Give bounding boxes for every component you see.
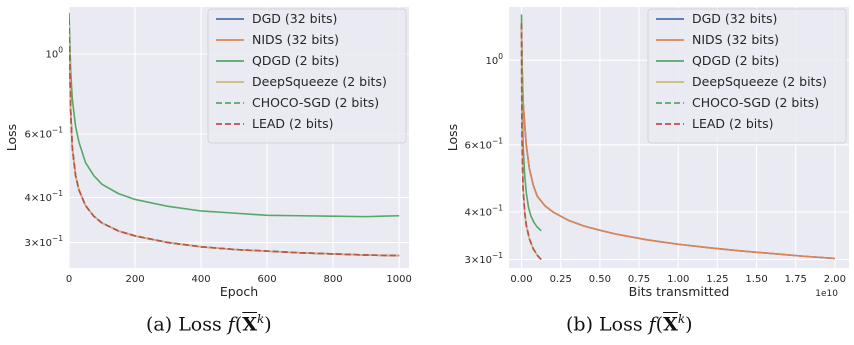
legend: DGD (32 bits) NIDS (32 bits) QDGD (2 bits)…: [207, 8, 407, 144]
caption-b: (b) Loss f(Xk): [566, 312, 693, 336]
y-tick-label: 4×10−1: [24, 189, 63, 204]
legend-entry: CHOCO-SGD (2 bits): [692, 95, 819, 110]
legend-entry: CHOCO-SGD (2 bits): [252, 95, 379, 110]
x-offset-label: 1e10: [815, 289, 838, 299]
series-line-nids: [520, 23, 835, 260]
legend-entry: NIDS (32 bits): [252, 32, 339, 47]
series-line-lead: [69, 19, 400, 257]
legend-entry: NIDS (32 bits): [692, 32, 779, 47]
legend-entry: QDGD (2 bits): [692, 53, 779, 68]
series-group: [69, 12, 400, 257]
legend-entry: LEAD (2 bits): [692, 116, 774, 131]
y-tick-label: 100: [45, 45, 63, 60]
x-tick-label: 0.75: [628, 274, 650, 285]
x-tick-label: 800: [324, 274, 343, 285]
legend-entry: DGD (32 bits): [252, 11, 337, 26]
y-tick-label: 3×10−1: [464, 251, 503, 266]
series-group: [520, 14, 835, 261]
caption-a: (a) Loss f(Xk): [146, 312, 272, 336]
y-tick-label: 6×10−1: [464, 136, 503, 151]
y-tick-label: 3×10−1: [24, 234, 63, 249]
x-tick-label: 1000: [386, 274, 411, 285]
x-tick-label: 0.25: [550, 274, 572, 285]
x-axis-label: Epoch: [220, 284, 258, 299]
x-tick-label: 0: [66, 274, 72, 285]
y-tick-label: 6×10−1: [24, 125, 63, 140]
x-tick-label: 1.00: [667, 274, 689, 285]
legend-entry: LEAD (2 bits): [252, 116, 334, 131]
y-tick-label: 100: [485, 52, 503, 67]
x-tick-label: 2.00: [824, 274, 846, 285]
x-tick-label: 0.50: [589, 274, 611, 285]
chart-b: 0.00 0.25 0.50 0.75 1.00 1.25 1.50 1.75 2.00 100 6…: [445, 7, 849, 299]
legend-box: [647, 8, 847, 144]
chart-a: 0 200 400 600 800 1000 100 6×10−1 4×10−1 3×10−1 Ep…: [4, 7, 412, 299]
figure: 0 200 400 600 800 1000 100 6×10−1 4×10−1 3×10−1 Ep…: [4, 7, 849, 299]
legend: DGD (32 bits) NIDS (32 bits) QDGD (2 bits)…: [647, 8, 847, 144]
x-axis-label: Bits transmitted: [629, 284, 730, 299]
legend-entry: DGD (32 bits): [692, 11, 777, 26]
x-tick-label: 0.00: [510, 274, 532, 285]
series-line-qdgd: [69, 12, 400, 218]
x-tick-label: 400: [191, 274, 210, 285]
y-tick-label: 4×10−1: [464, 203, 503, 218]
y-axis-label: Loss: [4, 124, 19, 151]
legend-entry: DeepSqueeze (2 bits): [692, 74, 827, 89]
x-tick-label: 600: [258, 274, 277, 285]
y-axis-label: Loss: [445, 124, 460, 151]
x-tick-label: 1.25: [706, 274, 728, 285]
x-tick-label: 200: [125, 274, 144, 285]
x-tick-label: 1.75: [785, 274, 807, 285]
legend-box: [207, 8, 407, 144]
legend-entry: QDGD (2 bits): [252, 53, 339, 68]
x-tick-label: 1.50: [745, 274, 767, 285]
series-line-lead: [520, 23, 542, 261]
legend-entry: DeepSqueeze (2 bits): [252, 74, 387, 89]
